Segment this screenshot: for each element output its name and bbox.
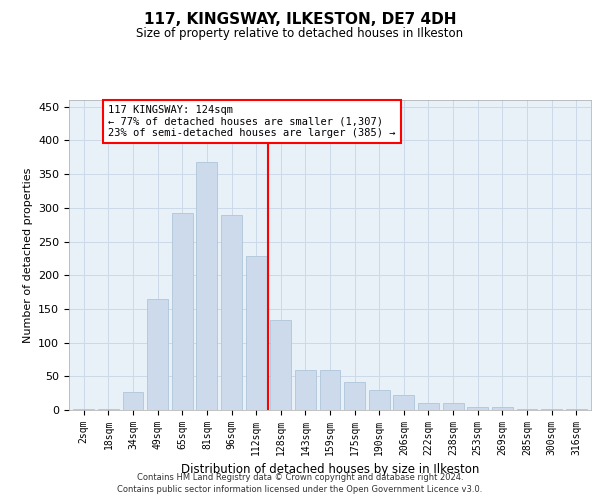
Text: 117 KINGSWAY: 124sqm
← 77% of detached houses are smaller (1,307)
23% of semi-de: 117 KINGSWAY: 124sqm ← 77% of detached h… (109, 104, 396, 138)
Bar (517, 408, 538, 410)
Bar (295, 370, 316, 410)
Text: Contains HM Land Registry data © Crown copyright and database right 2024.: Contains HM Land Registry data © Crown c… (137, 472, 463, 482)
Bar (221, 214, 242, 410)
Text: 117, KINGSWAY, ILKESTON, DE7 4DH: 117, KINGSWAY, ILKESTON, DE7 4DH (144, 12, 456, 28)
Bar (443, 402, 464, 410)
Bar (172, 212, 193, 410)
Text: Size of property relative to detached houses in Ilkeston: Size of property relative to detached ho… (136, 28, 464, 40)
Bar (122, 392, 143, 410)
X-axis label: Distribution of detached houses by size in Ilkeston: Distribution of detached houses by size … (181, 464, 479, 476)
Bar (245, 256, 266, 410)
Bar (270, 320, 291, 410)
Bar (147, 299, 168, 410)
Bar (320, 370, 340, 410)
Bar (492, 408, 513, 410)
Bar (344, 382, 365, 410)
Bar (369, 390, 390, 410)
Bar (418, 402, 439, 410)
Text: Contains public sector information licensed under the Open Government Licence v3: Contains public sector information licen… (118, 485, 482, 494)
Bar (394, 395, 415, 410)
Bar (196, 162, 217, 410)
Bar (467, 406, 488, 410)
Y-axis label: Number of detached properties: Number of detached properties (23, 168, 32, 342)
